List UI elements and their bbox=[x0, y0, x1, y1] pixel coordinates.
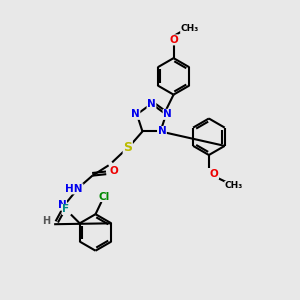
Text: O: O bbox=[110, 166, 118, 176]
Text: O: O bbox=[210, 169, 219, 179]
Text: H: H bbox=[42, 216, 50, 226]
Text: S: S bbox=[123, 141, 132, 154]
Text: Cl: Cl bbox=[98, 191, 110, 202]
Text: N: N bbox=[147, 99, 156, 109]
Text: HN: HN bbox=[65, 184, 83, 194]
Text: N: N bbox=[163, 110, 172, 119]
Text: CH₃: CH₃ bbox=[225, 182, 243, 190]
Text: N: N bbox=[158, 127, 166, 136]
Text: F: F bbox=[62, 205, 69, 214]
Text: CH₃: CH₃ bbox=[181, 24, 199, 33]
Text: N: N bbox=[131, 110, 140, 119]
Text: O: O bbox=[169, 35, 178, 45]
Text: N: N bbox=[58, 200, 67, 210]
